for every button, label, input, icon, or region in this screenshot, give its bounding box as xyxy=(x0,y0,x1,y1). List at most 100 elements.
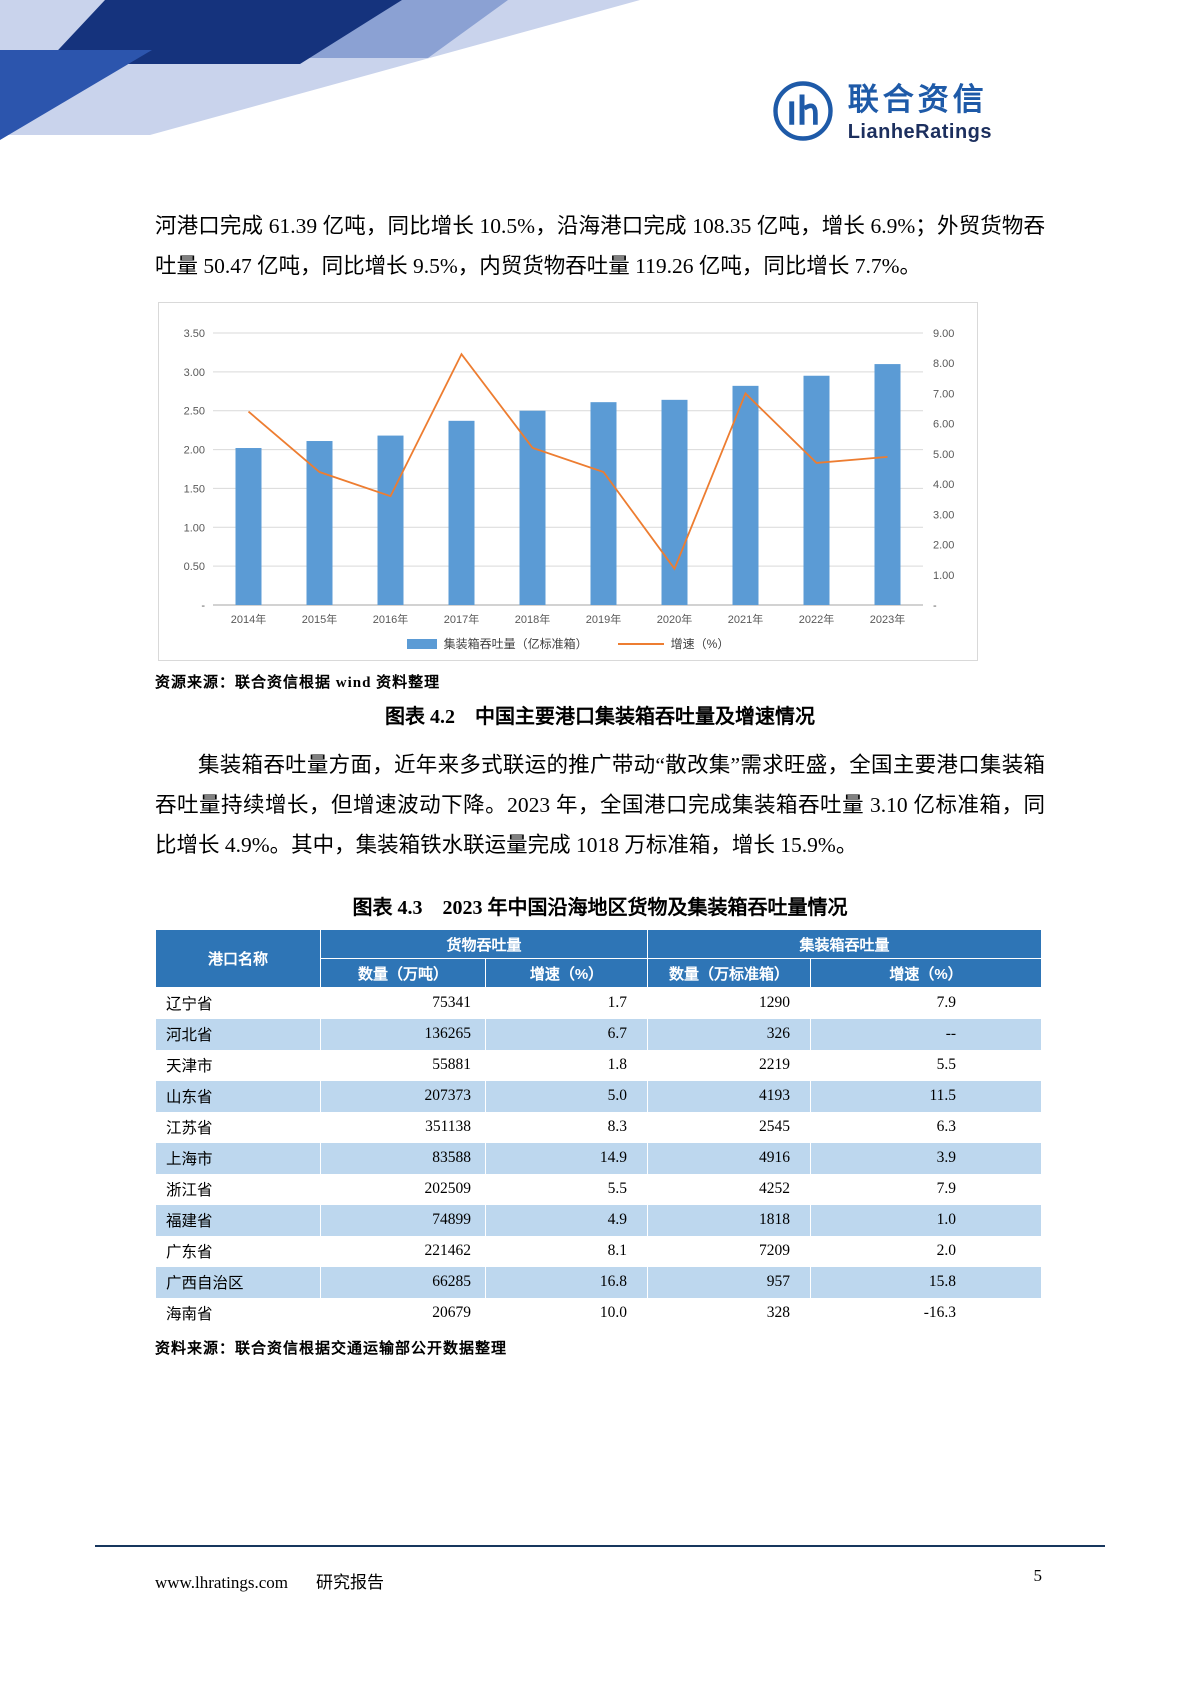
right-axis-tick-label: 7.00 xyxy=(933,388,954,400)
x-axis-label: 2015年 xyxy=(302,612,337,626)
port-name-cell: 河北省 xyxy=(155,1018,321,1050)
bar xyxy=(874,364,901,605)
value-cell: 16.8 xyxy=(484,1266,649,1298)
table-row: 福建省 74899 4.9 1818 1.0 xyxy=(155,1204,1043,1236)
legend-item-bar: 集装箱吞吐量（亿标准箱） xyxy=(406,635,588,652)
x-axis-label: 2020年 xyxy=(657,612,692,626)
value-cell: 8.1 xyxy=(484,1235,649,1267)
x-axis-label: 2017年 xyxy=(444,612,479,626)
legend-item-line: 增速（%） xyxy=(617,635,730,652)
port-name-cell: 海南省 xyxy=(155,1297,321,1329)
footer-site-link[interactable]: www.lhratings.com xyxy=(155,1573,288,1592)
growth-line xyxy=(247,352,888,571)
right-axis-tick-label: 1.00 xyxy=(933,570,954,582)
value-cell: 4916 xyxy=(647,1142,812,1174)
line-legend-swatch xyxy=(617,642,664,645)
table-source: 资料来源：联合资信根据交通运输部公开数据整理 xyxy=(155,1340,508,1357)
value-cell: 136265 xyxy=(320,1018,486,1050)
header-decoration xyxy=(0,0,700,140)
value-cell: 4.9 xyxy=(484,1204,649,1236)
table-row: 广东省 221462 8.1 7209 2.0 xyxy=(155,1235,1043,1267)
bar xyxy=(377,435,404,605)
left-axis-tick-label: 1.00 xyxy=(184,522,205,534)
value-cell: 957 xyxy=(647,1266,812,1298)
throughput-table: 港口名称 货物吞吐量 集装箱吞吐量 数量（万吨） 增速（%） 数量（万标准箱） … xyxy=(155,929,1043,1329)
x-axis-label: 2023年 xyxy=(870,612,905,626)
value-cell: -- xyxy=(810,1018,1043,1050)
value-cell: 326 xyxy=(647,1018,812,1050)
port-name-cell: 上海市 xyxy=(155,1142,321,1174)
value-cell: 7209 xyxy=(647,1235,812,1267)
table-body: 辽宁省 75341 1.7 1290 7.9 河北省 136265 6.7 326 -- 天津市 55… xyxy=(155,987,1043,1329)
table-header: 港口名称 货物吞吐量 集装箱吞吐量 数量（万吨） 增速（%） 数量（万标准箱） … xyxy=(155,929,1043,988)
bar xyxy=(306,441,333,605)
value-cell: 2.0 xyxy=(810,1235,1043,1267)
value-cell: 14.9 xyxy=(484,1142,649,1174)
bar xyxy=(661,399,688,605)
header-container-group: 集装箱吞吐量 xyxy=(647,929,1043,959)
value-cell: 202509 xyxy=(320,1173,486,1205)
right-axis-tick-label: 6.00 xyxy=(933,419,954,431)
chart-legend: 集装箱吞吐量（亿标准箱） 增速（%） xyxy=(159,635,977,652)
header-container-qty: 数量（万标准箱） xyxy=(647,958,812,988)
x-axis-label: 2019年 xyxy=(586,612,621,626)
chart-caption: 图表 4.2 中国主要港口集装箱吞吐量及增速情况 xyxy=(385,706,815,728)
chart-plot-area: - 0.50 1.00 1.50 2.00 2.50 3.00 3.50 - 1.00 2.00 3.… xyxy=(184,328,955,626)
value-cell: 8.3 xyxy=(484,1111,649,1143)
value-cell: 6.7 xyxy=(484,1018,649,1050)
left-axis-tick-label: - xyxy=(201,600,205,612)
table-row: 江苏省 351138 8.3 2545 6.3 xyxy=(155,1111,1043,1143)
bar xyxy=(590,402,617,605)
company-logo: 联合资信 LianheRatings xyxy=(770,78,992,149)
value-cell: 83588 xyxy=(320,1142,486,1174)
left-axis-tick-label: 0.50 xyxy=(184,561,205,573)
left-axis-tick-label: 3.00 xyxy=(184,367,205,379)
bar xyxy=(519,410,546,605)
x-axis-label: 2018年 xyxy=(515,612,550,626)
right-axis-tick-label: - xyxy=(933,600,937,612)
value-cell: -16.3 xyxy=(810,1297,1043,1329)
value-cell: 74899 xyxy=(320,1204,486,1236)
left-axis-tick-label: 2.00 xyxy=(184,445,205,457)
chart-source: 资源来源：联合资信根据 wind 资料整理 xyxy=(155,675,441,691)
value-cell: 6.3 xyxy=(810,1111,1043,1143)
page-content: 河港口完成 61.39 亿吨，同比增长 10.5%，沿海港口完成 108.35 … xyxy=(155,206,1045,1358)
bar-legend-label: 集装箱吞吐量（亿标准箱） xyxy=(443,637,588,651)
value-cell: 5.0 xyxy=(484,1080,649,1112)
value-cell: 1.8 xyxy=(484,1049,649,1081)
value-cell: 351138 xyxy=(320,1111,486,1143)
value-cell: 4193 xyxy=(647,1080,812,1112)
x-axis-label: 2022年 xyxy=(799,612,834,626)
bar-legend-swatch xyxy=(406,638,437,649)
table-row: 海南省 20679 10.0 328 -16.3 xyxy=(155,1297,1043,1329)
value-cell: 1290 xyxy=(647,987,812,1019)
footer-divider xyxy=(95,1545,1105,1547)
port-name-cell: 天津市 xyxy=(155,1049,321,1081)
header-container-growth: 增速（%） xyxy=(810,958,1043,988)
line-legend-label: 增速（%） xyxy=(670,637,730,651)
right-axis-tick-label: 3.00 xyxy=(933,509,954,521)
logo-name-cn: 联合资信 xyxy=(847,82,988,118)
port-name-cell: 福建省 xyxy=(155,1204,321,1236)
value-cell: 1818 xyxy=(647,1204,812,1236)
value-cell: 221462 xyxy=(320,1235,486,1267)
value-cell: 75341 xyxy=(320,987,486,1019)
value-cell: 10.0 xyxy=(484,1297,649,1329)
value-cell: 20679 xyxy=(320,1297,486,1329)
logo-name-en: LianheRatings xyxy=(847,120,992,143)
table-row: 广西自治区 66285 16.8 957 15.8 xyxy=(155,1266,1043,1298)
value-cell: 1.7 xyxy=(484,987,649,1019)
value-cell: 4252 xyxy=(647,1173,812,1205)
right-axis-tick-label: 5.00 xyxy=(933,449,954,461)
bar xyxy=(448,420,475,605)
value-cell: 7.9 xyxy=(810,987,1043,1019)
left-axis-tick-label: 2.50 xyxy=(184,406,205,418)
value-cell: 1.0 xyxy=(810,1204,1043,1236)
bar xyxy=(803,375,830,605)
bar xyxy=(235,448,262,605)
page-number: 5 xyxy=(1033,1566,1043,1585)
table-row: 天津市 55881 1.8 2219 5.5 xyxy=(155,1049,1043,1081)
footer: www.lhratings.com 研究报告 xyxy=(155,1568,384,1593)
right-axis-tick-label: 8.00 xyxy=(933,358,954,370)
table-caption: 图表 4.3 2023 年中国沿海地区货物及集装箱吞吐量情况 xyxy=(352,897,848,919)
